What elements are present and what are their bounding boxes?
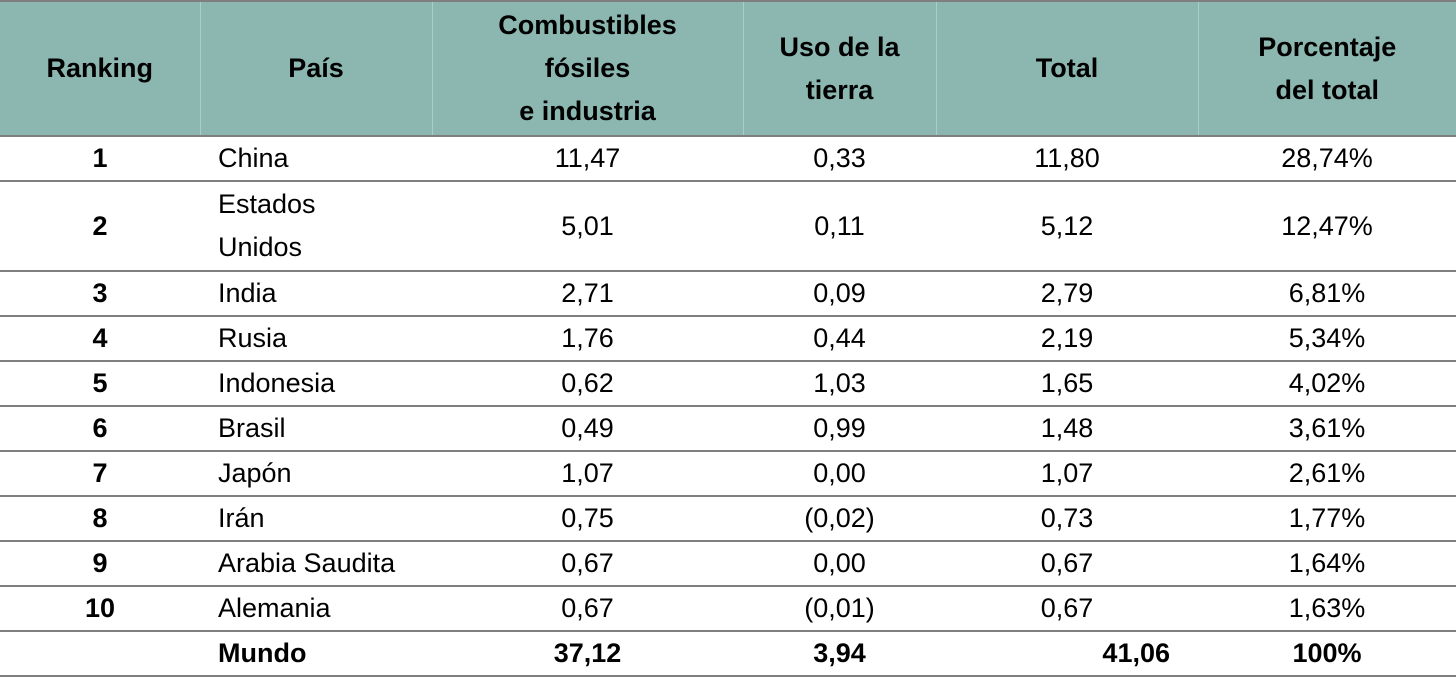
fossil-cell: 0,49 <box>432 405 743 451</box>
country-cell: Irán <box>200 495 432 541</box>
rank-cell: 2 <box>0 180 200 271</box>
land-cell: 0,11 <box>743 180 936 271</box>
country-cell: Japón <box>200 450 432 496</box>
fossil-cell: 0,62 <box>432 360 743 406</box>
land-cell: 1,03 <box>743 360 936 406</box>
rank-cell: 5 <box>0 360 200 406</box>
fossil-cell: 1,76 <box>432 315 743 361</box>
country-cell: China <box>200 135 432 181</box>
country-cell: Rusia <box>200 315 432 361</box>
total-cell: 0,73 <box>936 495 1198 541</box>
rank-cell: 3 <box>0 270 200 316</box>
country-line: Unidos <box>218 232 303 262</box>
header-land-line: tierra <box>805 74 874 105</box>
table-row: 3 India 2,71 0,09 2,79 6,81% <box>0 270 1456 316</box>
total-cell: 0,67 <box>936 585 1198 631</box>
total-cell: 2,79 <box>936 270 1198 316</box>
total-cell: 1,48 <box>936 405 1198 451</box>
rank-cell: 4 <box>0 315 200 361</box>
fossil-cell: 1,07 <box>432 450 743 496</box>
pct-cell: 1,64% <box>1198 540 1456 586</box>
land-cell: (0,01) <box>743 585 936 631</box>
header-pct-line: del total <box>1275 74 1379 105</box>
total-cell: 2,19 <box>936 315 1198 361</box>
table-row: 5 Indonesia 0,62 1,03 1,65 4,02% <box>0 360 1456 406</box>
country-line: Estados <box>218 189 316 219</box>
rank-cell: 7 <box>0 450 200 496</box>
total-cell: 1,65 <box>936 360 1198 406</box>
total-cell: 5,12 <box>936 180 1198 271</box>
header-land-use: Uso de la tierra <box>742 0 936 136</box>
total-cell: 11,80 <box>936 135 1198 181</box>
header-fossil-line: Combustibles <box>498 10 677 40</box>
fossil-cell: 5,01 <box>432 180 743 271</box>
header-pct-line: Porcentaje <box>1258 31 1397 62</box>
table-row: 1 China 11,47 0,33 11,80 28,74% <box>0 135 1456 181</box>
table-row: 6 Brasil 0,49 0,99 1,48 3,61% <box>0 405 1456 451</box>
land-cell: 0,44 <box>743 315 936 361</box>
fossil-cell: 11,47 <box>432 135 743 181</box>
rank-cell-empty <box>0 630 200 677</box>
country-cell: India <box>200 270 432 316</box>
header-fossil-line: e industria <box>519 96 656 126</box>
land-cell: 0,99 <box>743 405 936 451</box>
world-land: 3,94 <box>743 630 936 677</box>
header-fossil-line: fósiles <box>544 53 631 83</box>
country-cell: Estados Unidos <box>200 180 432 271</box>
table-row: 9 Arabia Saudita 0,67 0,00 0,67 1,64% <box>0 540 1456 586</box>
rank-cell: 6 <box>0 405 200 451</box>
header-total: Total <box>935 0 1198 136</box>
land-cell: (0,02) <box>743 495 936 541</box>
rank-cell: 1 <box>0 135 200 181</box>
pct-cell: 28,74% <box>1198 135 1456 181</box>
rank-cell: 8 <box>0 495 200 541</box>
pct-cell: 12,47% <box>1198 180 1456 271</box>
header-percentage: Porcentaje del total <box>1197 0 1456 136</box>
country-cell: Arabia Saudita <box>200 540 432 586</box>
table-row: 7 Japón 1,07 0,00 1,07 2,61% <box>0 450 1456 496</box>
fossil-cell: 2,71 <box>432 270 743 316</box>
table-row: 4 Rusia 1,76 0,44 2,19 5,34% <box>0 315 1456 361</box>
fossil-cell: 0,67 <box>432 540 743 586</box>
country-cell: Brasil <box>200 405 432 451</box>
header-ranking: Ranking <box>0 0 200 136</box>
world-fossil: 37,12 <box>432 630 743 677</box>
total-cell: 1,07 <box>936 450 1198 496</box>
header-row: Ranking País Combustibles fósiles e indu… <box>0 0 1456 136</box>
pct-cell: 1,63% <box>1198 585 1456 631</box>
pct-cell: 4,02% <box>1198 360 1456 406</box>
header-fossil: Combustibles fósiles e industria <box>431 0 743 136</box>
table-row: 2 Estados Unidos 5,01 0,11 5,12 12,47% <box>0 180 1456 271</box>
rank-cell: 9 <box>0 540 200 586</box>
country-cell: Alemania <box>200 585 432 631</box>
pct-cell: 1,77% <box>1198 495 1456 541</box>
table-row: 8 Irán 0,75 (0,02) 0,73 1,77% <box>0 495 1456 541</box>
fossil-cell: 0,67 <box>432 585 743 631</box>
country-cell: Indonesia <box>200 360 432 406</box>
land-cell: 0,09 <box>743 270 936 316</box>
pct-cell: 6,81% <box>1198 270 1456 316</box>
land-cell: 0,00 <box>743 450 936 496</box>
rank-cell: 10 <box>0 585 200 631</box>
world-pct: 100% <box>1198 630 1456 677</box>
pct-cell: 2,61% <box>1198 450 1456 496</box>
total-cell: 0,67 <box>936 540 1198 586</box>
world-label: Mundo <box>200 630 432 677</box>
land-cell: 0,33 <box>743 135 936 181</box>
header-land-line: Uso de la <box>779 31 900 62</box>
world-total-row: Mundo 37,12 3,94 41,06 100% <box>0 630 1456 677</box>
land-cell: 0,00 <box>743 540 936 586</box>
world-total: 41,06 <box>936 630 1198 677</box>
pct-cell: 5,34% <box>1198 315 1456 361</box>
fossil-cell: 0,75 <box>432 495 743 541</box>
header-pais: País <box>199 0 432 136</box>
table-row: 10 Alemania 0,67 (0,01) 0,67 1,63% <box>0 585 1456 631</box>
pct-cell: 3,61% <box>1198 405 1456 451</box>
